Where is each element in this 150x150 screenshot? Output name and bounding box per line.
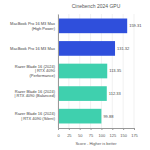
data-label: 159.31 xyxy=(129,23,142,28)
axis-line xyxy=(59,129,135,131)
tick: Razer Blade 16 (2024)| RTX 4090 (Balance… xyxy=(14,89,58,99)
tick: 50 xyxy=(78,128,83,138)
title: Cinebench 2024 GPU xyxy=(72,3,121,9)
tick: 75 xyxy=(89,128,94,138)
tick-mark xyxy=(123,128,124,130)
tick-mark xyxy=(69,128,70,130)
tick-label: 25 xyxy=(67,133,72,138)
tick-mark xyxy=(134,128,135,130)
tick-label: 100 xyxy=(99,133,106,138)
tick-label: 175 xyxy=(131,133,138,138)
tick-mark xyxy=(80,128,81,130)
tick-label: 75 xyxy=(89,133,94,138)
tick: 175 xyxy=(131,128,138,138)
tick-label-line: (High Power) xyxy=(32,26,56,31)
tick-label: MacBook Pro 16 M3 Max xyxy=(10,46,55,51)
tick-label: 150 xyxy=(120,133,127,138)
data-label: 113.35 xyxy=(109,68,122,73)
bar xyxy=(58,19,127,34)
data-label: 131.32 xyxy=(117,46,130,51)
x-axis: 0 25 50 75 100125 150 175 xyxy=(57,128,138,138)
plot: 159.31131.32113.35112.3399.8802550751001… xyxy=(10,14,142,138)
bar xyxy=(58,109,101,124)
tick: 0 xyxy=(57,128,60,138)
tick-label-line: | RTX 4090 (Silent) xyxy=(21,116,56,121)
tick-label: Razer Blade 16 (2024)| RTX 4090 (Balance… xyxy=(14,89,55,99)
tick: Razer Blade 16 (2024)| RTX 4090(Performa… xyxy=(15,64,58,78)
bars xyxy=(58,19,127,124)
y-axis: MacBook Pro 16 M3 Max(High Power)MacBook… xyxy=(10,15,58,129)
bar xyxy=(58,64,107,79)
tick: 25 xyxy=(67,128,72,138)
tick-label-line: (Performance) xyxy=(29,73,55,78)
grid xyxy=(58,14,134,128)
bar xyxy=(58,86,107,101)
bar xyxy=(58,41,115,56)
axis-line xyxy=(58,15,59,129)
tick-label: 50 xyxy=(78,133,83,138)
chart: 159.31131.32113.35112.3399.8802550751001… xyxy=(0,0,150,150)
tick-mark xyxy=(91,128,92,130)
tick: 125 xyxy=(109,128,116,138)
tick: MacBook Pro 16 M3 Max xyxy=(10,46,58,51)
data-labels: 159.31 131.32 113.35 112.33 99.88 xyxy=(103,23,142,118)
tick-label-line: MacBook Pro 16 M3 Max xyxy=(10,46,55,51)
tick: MacBook Pro 16 M3 Max(High Power) xyxy=(10,21,58,31)
x-axis-title: Score - Higher is better xyxy=(75,141,117,146)
tick: Razer Blade 16 (2024)| RTX 4090 (Silent) xyxy=(15,111,58,121)
data-label: 99.88 xyxy=(103,114,114,119)
tick-label: 125 xyxy=(109,133,116,138)
tick-label: 0 xyxy=(57,133,60,138)
tick: 100 xyxy=(99,128,106,138)
tick-label: Razer Blade 16 (2024)| RTX 4090 (Silent) xyxy=(15,111,56,121)
tick-label: MacBook Pro 16 M3 Max(High Power) xyxy=(10,21,56,31)
tick-mark xyxy=(101,128,102,130)
data-label: 112.33 xyxy=(109,91,122,96)
grid-line xyxy=(134,14,135,128)
tick-label: Razer Blade 16 (2024)| RTX 4090(Performa… xyxy=(15,64,56,78)
tick-label-line: | RTX 4090 (Balanced) xyxy=(14,93,55,98)
grid-line xyxy=(58,14,59,128)
tick-mark xyxy=(112,128,113,130)
tick: 150 xyxy=(120,128,127,138)
